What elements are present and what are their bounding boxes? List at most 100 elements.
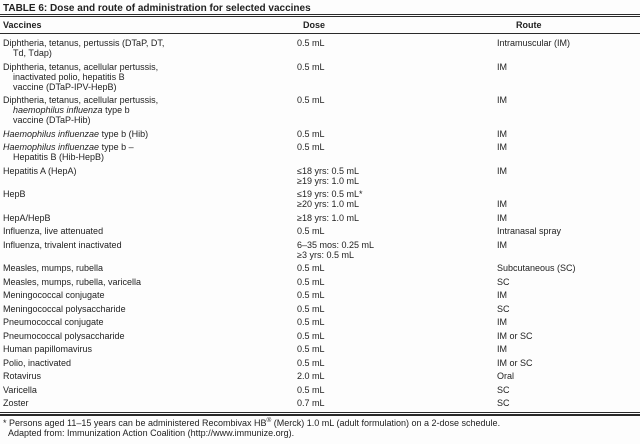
footnote-source: Adapted from: Immunization Action Coalit… [8, 428, 295, 438]
dose-line: ≥19 yrs: 1.0 mL [297, 175, 359, 186]
table-row: Influenza, live attenuated 0.5 mL Intranas… [0, 226, 640, 236]
route-cell: Oral [494, 371, 640, 381]
dose-line: 0.7 mL [297, 398, 325, 408]
vaccine-name-line: HepB [3, 189, 26, 199]
registered-trademark-symbol: ® [266, 416, 272, 424]
vaccine-cell: Diphtheria, tetanus, pertussis (DTaP, DT… [0, 38, 294, 58]
dose-line: ≤18 yrs: 0.5 mL [297, 165, 359, 176]
vaccine-name-line: inactivated polio, hepatitis B [13, 71, 125, 82]
dose-line: 0.5 mL [297, 357, 325, 368]
table-row: Measles, mumps, rubella, varicella 0.5 mL… [0, 277, 640, 287]
table-row: Diphtheria, tetanus, acellular pertussis… [0, 95, 640, 125]
dose-cell: 0.5 mL [294, 226, 494, 236]
dose-cell: 0.5 mL [294, 290, 494, 300]
dose-line: 0.5 mL [297, 317, 325, 327]
dose-cell: 0.5 mL [294, 304, 494, 314]
vaccine-cell: Meningococcal polysaccharide [0, 304, 294, 314]
vaccine-cell: Haemophilus influenzae type b (Hib) [0, 129, 294, 139]
route-cell: IM or SC [494, 331, 640, 341]
vaccine-cell: Measles, mumps, rubella [0, 263, 294, 273]
table-row: Influenza, trivalent inactivated 6–35 mos… [0, 240, 640, 260]
table-row: Meningococcal conjugate 0.5 mL IM [0, 290, 640, 300]
route-value: SC [497, 384, 510, 395]
route-cell: SC [494, 277, 640, 287]
route-value: IM [497, 61, 507, 72]
vaccine-cell: Rotavirus [0, 371, 294, 381]
route-value: IM [497, 142, 507, 152]
route-cell: IM [494, 213, 640, 223]
vaccine-name-line: vaccine (DTaP-Hib) [13, 115, 91, 125]
table-row: HepA/HepB ≥18 yrs: 1.0 mL IM [0, 213, 640, 223]
route-value: IM [497, 344, 507, 354]
table-row: Pneumococcal conjugate 0.5 mL IM [0, 317, 640, 327]
dose-line: 0.5 mL [297, 303, 325, 314]
header-route: Route [516, 20, 542, 30]
vaccine-name-line: Influenza, trivalent inactivated [3, 239, 122, 250]
vaccine-name-line: Td, Tdap) [13, 48, 52, 58]
dose-line: 0.5 mL [297, 61, 325, 72]
table-row: Zoster 0.7 mL SC [0, 398, 640, 408]
route-cell: IM [494, 290, 640, 300]
vaccine-name-line: haemophilus influenza type b [13, 105, 130, 115]
route-cell: IM [494, 317, 640, 327]
route-value: IM [497, 128, 507, 139]
footnote-text-post: (Merck) 1.0 mL (adult formulation) on a … [271, 417, 501, 428]
vaccine-name-line: Hepatitis A (HepA) [3, 165, 77, 176]
route-cell: IM [494, 142, 640, 162]
table-bottom-rule [0, 411, 640, 416]
route-cell: IM [494, 95, 640, 125]
vaccine-name-line: Meningococcal conjugate [3, 290, 105, 300]
vaccine-cell: Haemophilus influenzae type b – Hepatitis… [0, 142, 294, 162]
vaccine-name-line: HepA/HepB [3, 212, 51, 223]
route-cell: IM [494, 240, 640, 260]
dose-cell: 0.5 mL [294, 38, 494, 58]
footnote-marker: * [3, 417, 7, 428]
route-cell: SC [494, 304, 640, 314]
header-vaccines: Vaccines [3, 20, 42, 30]
table-body: Diphtheria, tetanus, pertussis (DTaP, DT… [0, 34, 640, 408]
route-value: SC [497, 398, 510, 408]
dose-line: 0.5 mL [297, 38, 325, 48]
route-value: Intranasal spray [497, 226, 562, 236]
dose-cell: 0.7 mL [294, 398, 494, 408]
route-cell: IM [494, 344, 640, 354]
footnote-text-pre: Persons aged 11–15 years can be administ… [6, 417, 267, 428]
vaccine-name-line: Pneumococcal conjugate [3, 317, 104, 327]
dose-line: 0.5 mL [297, 226, 325, 236]
header-dose: Dose [303, 20, 326, 30]
table-row: Polio, inactivated 0.5 mL IM or SC [0, 358, 640, 368]
table-title: TABLE 6: Dose and route of administratio… [3, 3, 311, 14]
vaccine-cell: HepA/HepB [0, 213, 294, 223]
route-cell: IM [494, 166, 640, 186]
table-row: Diphtheria, tetanus, acellular pertussis… [0, 62, 640, 92]
dose-cell: 0.5 mL [294, 277, 494, 287]
dose-cell: 0.5 mL [294, 95, 494, 125]
route-value: IM [497, 95, 507, 105]
table-row: Varicella 0.5 mL SC [0, 385, 640, 395]
header-rule [0, 33, 640, 34]
route-cell: IM or SC [494, 358, 640, 368]
vaccine-cell: Hepatitis A (HepA) [0, 166, 294, 186]
route-value: IM [497, 290, 507, 300]
vaccine-name-line: vaccine (DTaP-IPV-HepB) [13, 81, 117, 92]
table-row: Human papillomavirus 0.5 mL IM [0, 344, 640, 354]
vaccine-cell: Influenza, trivalent inactivated [0, 240, 294, 260]
vaccine-cell: Human papillomavirus [0, 344, 294, 354]
dose-cell: ≤19 yrs: 0.5 mL* ≥20 yrs: 1.0 mL [294, 189, 494, 209]
dose-cell: 0.5 mL [294, 263, 494, 273]
dose-line: 0.5 mL [297, 142, 325, 152]
dose-line: 0.5 mL [297, 384, 325, 395]
dose-cell: 0.5 mL [294, 331, 494, 341]
vaccine-name-line: Rotavirus [3, 371, 42, 381]
dose-cell: 2.0 mL [294, 371, 494, 381]
dose-line: ≥3 yrs: 0.5 mL [297, 249, 354, 260]
table-row: Pneumococcal polysaccharide 0.5 mL IM or S… [0, 331, 640, 341]
dose-line: 0.5 mL [297, 276, 325, 287]
vaccine-name-line: Diphtheria, tetanus, acellular pertussis… [3, 95, 159, 105]
vaccine-cell: Pneumococcal polysaccharide [0, 331, 294, 341]
table-row: Measles, mumps, rubella 0.5 mL Subcutaneou… [0, 263, 640, 273]
route-value: IM [497, 199, 507, 209]
vaccine-cell: Pneumococcal conjugate [0, 317, 294, 327]
vaccine-name-line: Zoster [3, 398, 29, 408]
